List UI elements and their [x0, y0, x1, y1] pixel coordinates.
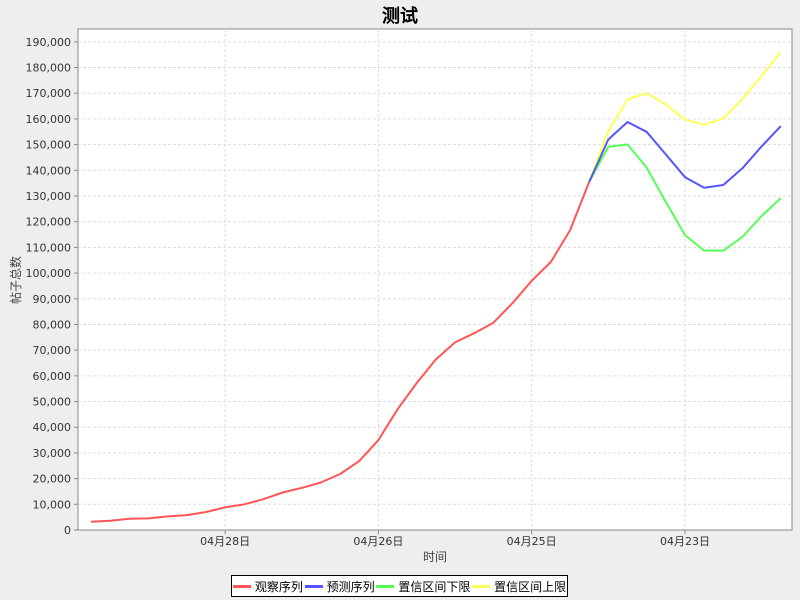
y-tick-label: 160,000: [26, 113, 72, 126]
x-tick-label: 04月23日: [660, 535, 710, 548]
x-axis: 04月28日 04月26日 04月25日 04月23日: [200, 530, 710, 548]
legend-swatch: [232, 584, 251, 588]
y-tick-label: 40,000: [33, 421, 72, 434]
y-axis: 0 10,000 20,000 30,000 40,000 50,000 60,000 70,…: [26, 36, 78, 537]
legend-label: 置信区间下限: [398, 579, 471, 594]
y-tick-label: 80,000: [33, 318, 72, 331]
y-tick-label: 130,000: [26, 190, 72, 203]
y-tick-label: 180,000: [26, 62, 72, 75]
x-tick-label: 04月28日: [200, 535, 250, 548]
y-tick-label: 50,000: [33, 396, 72, 409]
series-line-2: [588, 143, 782, 252]
legend-swatch: [376, 584, 395, 588]
legend-item: 置信区间上限: [472, 578, 566, 595]
y-tick-label: 110,000: [26, 241, 72, 254]
series-line-1: [588, 121, 782, 189]
y-tick-label: 90,000: [33, 293, 72, 306]
plot-area: [77, 28, 793, 531]
x-tick-label: 04月26日: [353, 535, 403, 548]
y-tick-label: 150,000: [26, 139, 72, 152]
x-tick-label: 04月25日: [507, 535, 557, 548]
y-tick-label: 70,000: [33, 344, 72, 357]
legend-label: 观察序列: [254, 579, 303, 594]
legend-swatch: [472, 584, 491, 588]
y-tick-label: 10,000: [33, 498, 72, 511]
y-tick-label: 140,000: [26, 164, 72, 177]
series-line-0: [90, 181, 591, 523]
grid: [78, 29, 792, 530]
legend: 观察序列 预测序列 置信区间下限 置信区间上限: [231, 575, 568, 597]
y-tick-label: 190,000: [26, 36, 72, 49]
y-tick-label: 20,000: [33, 473, 72, 486]
y-tick-label: 60,000: [33, 370, 72, 383]
y-tick-label: 170,000: [26, 87, 72, 100]
y-tick-label: 30,000: [33, 447, 72, 460]
series-line-3: [588, 51, 782, 183]
legend-item: 预测序列: [304, 578, 375, 595]
series-layer: [90, 51, 782, 523]
legend-label: 预测序列: [326, 579, 375, 594]
chart-title: 测试: [382, 6, 418, 27]
x-axis-label: 时间: [423, 550, 447, 564]
legend-label: 置信区间上限: [494, 579, 567, 594]
legend-item: 观察序列: [232, 578, 303, 595]
legend-item: 置信区间下限: [376, 578, 470, 595]
y-tick-label: 0: [64, 524, 71, 537]
y-tick-label: 100,000: [26, 267, 72, 280]
y-tick-label: 120,000: [26, 216, 72, 229]
y-axis-label: 帖子总数: [8, 256, 23, 304]
legend-swatch: [304, 584, 323, 588]
